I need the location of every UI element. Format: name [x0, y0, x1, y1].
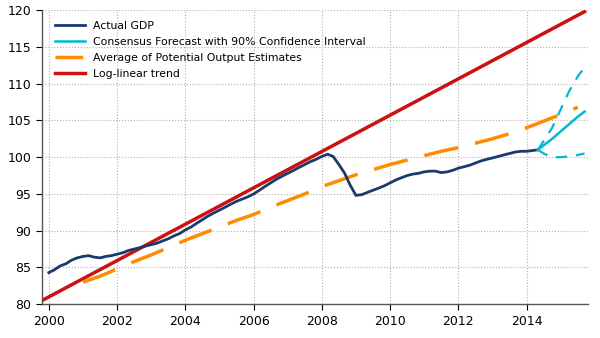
Legend: Actual GDP, Consensus Forecast with 90% Confidence Interval, Average of Potentia: Actual GDP, Consensus Forecast with 90% …: [53, 19, 368, 81]
